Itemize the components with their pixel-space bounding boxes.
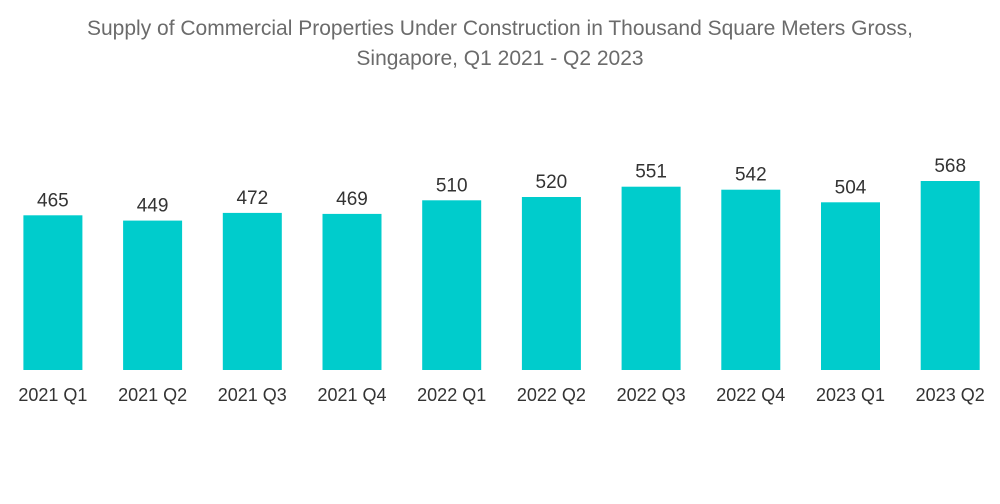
value-label-2023-q2: 568: [934, 156, 966, 177]
value-label-2022-q4: 542: [735, 165, 767, 186]
bar-2021-q4: [322, 213, 382, 370]
value-label-2022-q3: 551: [635, 162, 667, 183]
bar-2022-q2: [521, 197, 581, 370]
x-tick-label-2022-q2: 2022 Q2: [517, 385, 586, 405]
bar-2023-q2: [920, 181, 980, 370]
value-label-2022-q2: 520: [536, 172, 568, 193]
value-label-2021-q2: 449: [137, 196, 169, 217]
value-label-2021-q1: 465: [37, 190, 69, 211]
bar-2022-q1: [422, 200, 482, 370]
x-tick-label-2021-q4: 2021 Q4: [317, 385, 386, 405]
value-label-2021-q3: 472: [236, 188, 268, 209]
value-label-2022-q1: 510: [436, 175, 468, 196]
bar-2021-q2: [123, 220, 183, 370]
x-tick-label-2023-q2: 2023 Q2: [916, 385, 985, 405]
x-tick-label-2022-q4: 2022 Q4: [716, 385, 785, 405]
x-axis-tick-labels: 2021 Q1 2021 Q2 2021 Q3 2021 Q4 2022 Q1 2022 …: [18, 385, 984, 405]
value-label-2021-q4: 469: [336, 189, 368, 210]
value-label-2023-q1: 504: [835, 177, 867, 198]
x-tick-label-2022-q1: 2022 Q1: [417, 385, 486, 405]
bar-2022-q3: [621, 186, 681, 370]
bar-2021-q1: [23, 215, 83, 370]
chart-title: Supply of Commercial Properties Under Co…: [0, 14, 1000, 74]
x-tick-label-2021-q3: 2021 Q3: [218, 385, 287, 405]
chart-title-line-2: Singapore, Q1 2021 - Q2 2023: [356, 47, 644, 70]
x-tick-label-2023-q1: 2023 Q1: [816, 385, 885, 405]
bars-group: [23, 181, 980, 370]
bar-2021-q3: [222, 212, 282, 370]
bar-2023-q1: [821, 202, 880, 370]
x-tick-label-2021-q1: 2021 Q1: [18, 385, 87, 405]
x-tick-label-2022-q3: 2022 Q3: [617, 385, 686, 405]
bar-2022-q4: [721, 189, 781, 370]
value-labels-group: 465 449 472 469 510 520 551 542 504 568: [37, 156, 966, 217]
chart-title-line-1: Supply of Commercial Properties Under Co…: [87, 17, 913, 40]
x-tick-label-2021-q2: 2021 Q2: [118, 385, 187, 405]
